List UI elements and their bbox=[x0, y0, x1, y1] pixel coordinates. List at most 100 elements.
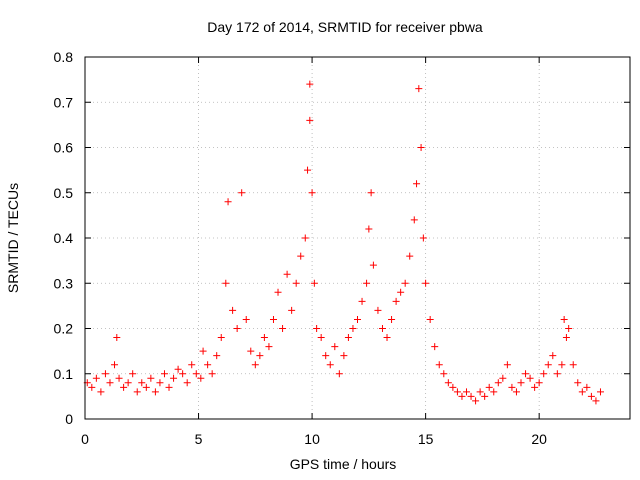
data-marks bbox=[83, 80, 604, 405]
data-point bbox=[322, 352, 330, 360]
data-point bbox=[97, 388, 105, 396]
data-point bbox=[188, 361, 196, 369]
data-point bbox=[147, 374, 155, 382]
data-point bbox=[279, 325, 287, 332]
y-tick-label: 0.3 bbox=[54, 275, 74, 291]
data-point bbox=[431, 343, 439, 351]
data-point bbox=[481, 392, 489, 400]
data-point bbox=[283, 270, 291, 278]
data-point bbox=[449, 383, 457, 391]
data-point bbox=[269, 315, 277, 323]
data-point bbox=[531, 383, 539, 391]
data-point bbox=[422, 279, 430, 287]
data-point bbox=[508, 383, 516, 391]
data-point bbox=[124, 379, 132, 387]
x-tick-label: 5 bbox=[195, 431, 203, 447]
data-point bbox=[565, 325, 573, 332]
y-tick-label: 0.6 bbox=[54, 140, 74, 156]
data-point bbox=[583, 383, 591, 391]
y-tick-label: 0.7 bbox=[54, 94, 74, 110]
data-point bbox=[596, 388, 604, 396]
data-point bbox=[265, 343, 273, 351]
data-point bbox=[274, 288, 282, 296]
data-point bbox=[467, 392, 475, 400]
data-point bbox=[463, 388, 470, 396]
data-point bbox=[183, 379, 191, 387]
data-point bbox=[179, 370, 187, 378]
y-tick-label: 0.5 bbox=[54, 185, 74, 201]
data-point bbox=[549, 352, 557, 360]
data-point bbox=[306, 80, 314, 88]
data-point bbox=[435, 361, 443, 369]
data-point bbox=[490, 388, 498, 396]
data-point bbox=[569, 361, 577, 369]
chart-title: Day 172 of 2014, SRMTID for receiver pbw… bbox=[207, 19, 483, 35]
data-point bbox=[558, 361, 566, 369]
data-point bbox=[383, 334, 391, 342]
data-point bbox=[485, 383, 493, 391]
data-point bbox=[354, 315, 361, 323]
data-point bbox=[306, 116, 314, 124]
data-point bbox=[199, 347, 207, 355]
data-point bbox=[165, 383, 173, 391]
data-point bbox=[208, 370, 216, 378]
x-axis-label: GPS time / hours bbox=[290, 456, 397, 472]
data-point bbox=[503, 361, 511, 369]
x-tick-label: 15 bbox=[418, 431, 434, 447]
y-tick-label: 0.2 bbox=[54, 321, 74, 337]
data-point bbox=[401, 279, 409, 287]
data-point bbox=[213, 352, 221, 360]
data-point bbox=[365, 225, 373, 233]
data-point bbox=[297, 252, 305, 260]
data-point bbox=[522, 370, 530, 378]
data-point bbox=[233, 325, 241, 332]
y-tick-label: 0.1 bbox=[54, 366, 74, 382]
data-point bbox=[88, 383, 96, 391]
data-point bbox=[415, 85, 423, 93]
data-point bbox=[170, 374, 178, 382]
data-point bbox=[331, 343, 339, 351]
data-point bbox=[472, 397, 480, 405]
data-point bbox=[242, 315, 250, 323]
data-point bbox=[251, 361, 259, 369]
data-point bbox=[120, 383, 128, 391]
data-point bbox=[494, 379, 502, 387]
data-point bbox=[335, 370, 343, 378]
data-point bbox=[369, 261, 377, 269]
data-point bbox=[229, 306, 237, 314]
data-point bbox=[204, 361, 212, 369]
data-point bbox=[363, 279, 371, 287]
data-point bbox=[260, 334, 268, 342]
data-point bbox=[224, 198, 232, 206]
data-point bbox=[349, 325, 357, 332]
data-point bbox=[444, 379, 452, 387]
data-point bbox=[410, 216, 418, 224]
y-tick-label: 0.4 bbox=[54, 230, 74, 246]
data-point bbox=[499, 374, 507, 382]
data-point bbox=[417, 144, 425, 151]
x-tick-label: 0 bbox=[81, 431, 89, 447]
data-point bbox=[101, 370, 109, 378]
data-point bbox=[397, 288, 405, 296]
data-point bbox=[192, 370, 200, 378]
data-point bbox=[419, 234, 427, 242]
data-point bbox=[344, 334, 352, 342]
data-point bbox=[587, 392, 595, 400]
data-point bbox=[317, 334, 325, 342]
y-axis-label: SRMTID / TECUs bbox=[5, 183, 21, 293]
data-point bbox=[113, 334, 121, 342]
data-point bbox=[535, 379, 543, 387]
axis-ticks: 0 0.1 0.2 0.3 0.4 0.5 0.6 0.7 0.8 0 5 10 15 20 bbox=[54, 49, 630, 447]
data-point bbox=[160, 370, 168, 378]
data-point bbox=[310, 279, 318, 287]
x-tick-label: 10 bbox=[304, 431, 320, 447]
data-point bbox=[392, 297, 400, 305]
data-point bbox=[115, 374, 123, 382]
data-point bbox=[453, 388, 461, 396]
data-point bbox=[378, 325, 386, 332]
data-point bbox=[553, 370, 561, 378]
data-point bbox=[512, 388, 520, 396]
y-tick-label: 0.8 bbox=[54, 49, 74, 65]
data-point bbox=[151, 388, 159, 396]
